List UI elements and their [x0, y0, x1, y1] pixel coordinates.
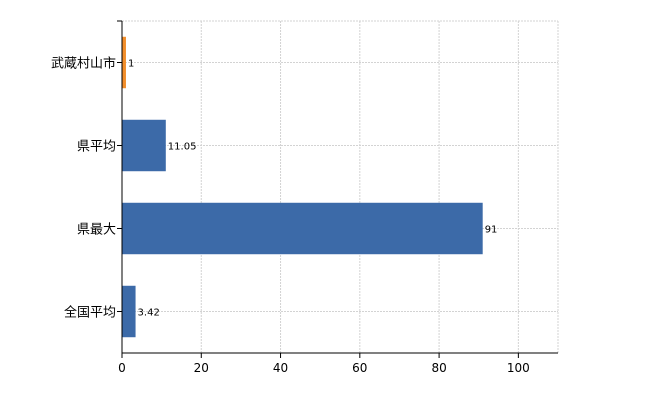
- bar-value-label: 11.05: [168, 142, 197, 153]
- category-label: 全国平均: [64, 305, 116, 321]
- grid-layer: [122, 20, 559, 353]
- category-label: 武蔵村山市: [51, 56, 116, 72]
- x-tick-label: 100: [507, 361, 530, 375]
- bar-4: [122, 285, 136, 338]
- x-tick-label: 0: [118, 361, 126, 375]
- bars-layer: [122, 36, 483, 338]
- bar-1: [122, 36, 126, 89]
- x-tick-label: 20: [194, 361, 209, 375]
- category-label: 県最大: [77, 223, 116, 238]
- x-tick-label: 80: [431, 361, 446, 375]
- bar-2: [122, 119, 166, 172]
- bar-3: [122, 202, 483, 255]
- bar-value-label: 3.42: [138, 308, 160, 319]
- category-label: 県平均: [77, 140, 116, 155]
- bar-value-label: 1: [128, 59, 134, 70]
- x-tick-label: 60: [352, 361, 367, 375]
- labels-layer: 1 武蔵村山市 11.05 県平均 91 県最大 3.42 全国平均 0 20 40 60 80 100: [51, 56, 530, 376]
- x-tick-label: 40: [273, 361, 288, 375]
- axes-layer: [117, 20, 558, 358]
- bar-value-label: 91: [485, 225, 498, 236]
